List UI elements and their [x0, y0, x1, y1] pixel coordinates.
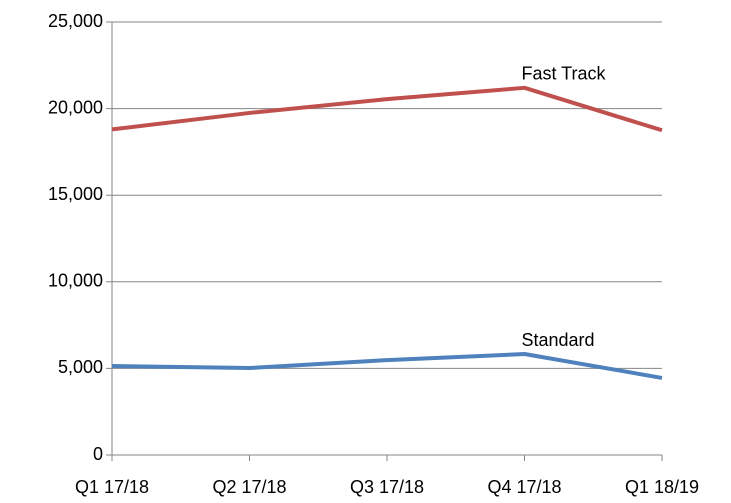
x-tick-label: Q3 17/18: [350, 477, 424, 497]
series-label: Standard: [522, 330, 595, 350]
y-tick-label: 15,000: [48, 184, 103, 204]
y-tick-label: 0: [93, 444, 103, 464]
series-label: Fast Track: [522, 64, 607, 84]
series-line: [111, 85, 663, 133]
y-tick-label: 5,000: [58, 357, 103, 377]
x-tick-label: Q2 17/18: [212, 477, 286, 497]
y-tick-label: 10,000: [48, 271, 103, 291]
y-tick-label: 20,000: [48, 97, 103, 117]
x-tick-label: Q4 17/18: [487, 477, 561, 497]
y-tick-label: 25,000: [48, 11, 103, 31]
x-tick-label: Q1 17/18: [75, 477, 149, 497]
series-line: [111, 352, 663, 380]
x-tick-label: Q1 18/19: [625, 477, 699, 497]
